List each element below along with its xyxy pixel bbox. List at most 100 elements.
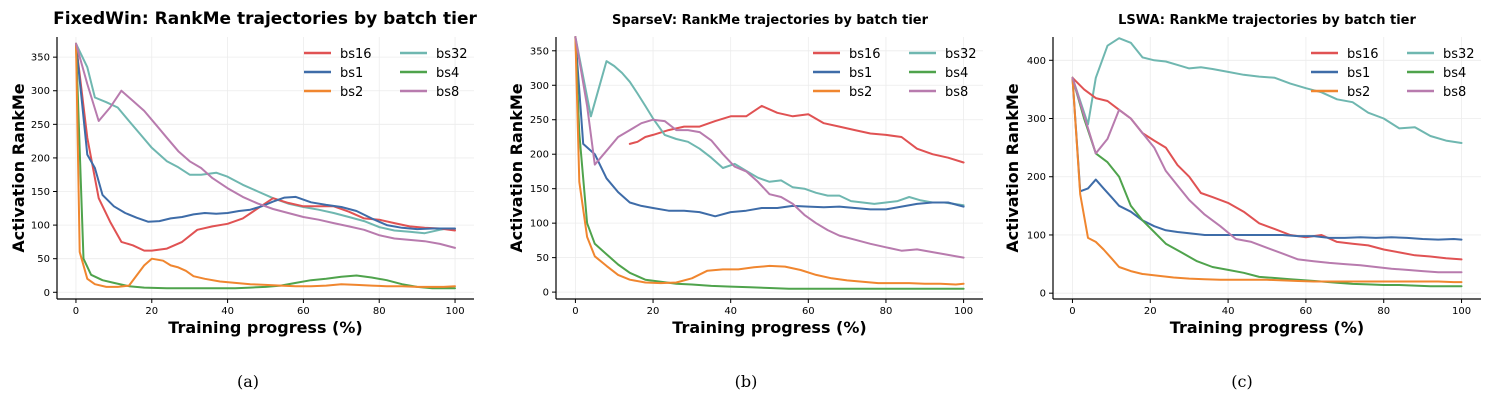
y-tick-label: 50 (37, 254, 50, 265)
y-axis-label: Activation RankMe (507, 83, 526, 252)
y-tick-label: 200 (1027, 172, 1046, 183)
series-line-bs32 (1071, 37, 1463, 144)
grid (1053, 37, 1481, 299)
x-tick-label: 60 (1300, 306, 1313, 317)
series-line-bs8 (1071, 76, 1463, 274)
series-line-bs2 (75, 42, 456, 288)
legend-label-bs8: bs8 (945, 85, 968, 100)
x-axis-label: Training progress (%) (1170, 318, 1364, 337)
x-tick-label: 80 (880, 306, 893, 317)
chart-panel-1: 0 20 40 60 80 100 0 50 100 150 200 250 300 350 FixedWi… (9, 9, 477, 337)
y-tick-label: 300 (1027, 114, 1046, 125)
y-tick-label: 350 (31, 53, 50, 64)
caption-a: (a) (236, 372, 260, 391)
y-tick-label: 50 (536, 253, 549, 264)
y-tick-label: 250 (530, 115, 549, 126)
x-tick-label: 80 (1377, 306, 1390, 317)
series-line-bs32 (75, 42, 456, 235)
chart-panel-2: 0 20 40 60 80 100 0 50 100 150 200 250 300 350 SparseV… (507, 13, 983, 337)
x-tick-label: 60 (297, 306, 310, 317)
legend-label-bs32: bs32 (1443, 47, 1475, 62)
series-line-bs4 (75, 42, 456, 290)
legend: bs16 bs32 bs1 bs4 bs2 bs8 (813, 47, 977, 100)
legend-label-bs8: bs8 (436, 85, 459, 100)
y-tick-label: 0 (44, 288, 50, 299)
series-lines (574, 36, 965, 290)
y-tick-label: 150 (31, 187, 50, 198)
legend-label-bs4: bs4 (945, 66, 968, 81)
legend-label-bs16: bs16 (849, 47, 881, 62)
grid (556, 37, 983, 299)
legend-label-bs2: bs2 (849, 85, 872, 100)
y-tick-label: 0 (1040, 289, 1046, 300)
x-tick-label: 20 (145, 306, 158, 317)
chart-title: FixedWin: RankMe trajectories by batch t… (53, 9, 477, 29)
x-tick-label: 20 (647, 306, 660, 317)
series-lines (75, 42, 456, 290)
series-line-bs8 (574, 36, 965, 259)
series-line-bs32 (574, 36, 965, 207)
y-tick-label: 150 (530, 184, 549, 195)
x-axis-label: Training progress (%) (672, 318, 866, 337)
chart-panel-3: 0 20 40 60 80 100 0 100 200 300 400 LSWA: RankMe tr… (1003, 13, 1481, 337)
x-tick-label: 100 (1452, 306, 1471, 317)
x-tick-label: 0 (572, 306, 578, 317)
y-tick-label: 100 (1027, 230, 1046, 241)
y-tick-label: 200 (31, 153, 50, 164)
legend-label-bs4: bs4 (1443, 66, 1466, 81)
y-tick-label: 200 (530, 150, 549, 161)
y-tick-label: 350 (530, 46, 549, 57)
x-tick-label: 40 (221, 306, 234, 317)
y-tick-label: 400 (1027, 56, 1046, 67)
series-line-bs1 (75, 42, 456, 231)
x-tick-label: 20 (1144, 306, 1157, 317)
chart-title: SparseV: RankMe trajectories by batch ti… (612, 13, 929, 28)
series-line-bs16 (628, 104, 965, 164)
x-axis-label: Training progress (%) (168, 318, 362, 337)
series-line-bs8 (75, 42, 456, 249)
y-tick-label: 100 (530, 219, 549, 230)
legend-label-bs32: bs32 (945, 47, 977, 62)
caption-c: (c) (1231, 372, 1253, 391)
legend-label-bs1: bs1 (1347, 66, 1370, 81)
y-tick-label: 0 (543, 288, 549, 299)
x-tick-label: 40 (1222, 306, 1235, 317)
y-axis-label: Activation RankMe (1003, 83, 1022, 252)
x-tick-label: 80 (373, 306, 386, 317)
legend: bs16 bs32 bs1 bs4 bs2 bs8 (1311, 47, 1475, 100)
y-axis-label: Activation RankMe (9, 83, 28, 252)
x-tick-label: 0 (1069, 306, 1075, 317)
series-line-bs4 (1071, 76, 1463, 288)
caption-b: (b) (734, 372, 758, 391)
x-tick-label: 60 (802, 306, 815, 317)
legend-label-bs2: bs2 (1347, 85, 1370, 100)
x-tick-label: 100 (445, 306, 464, 317)
legend: bs16 bs32 bs1 bs4 bs2 bs8 (304, 47, 468, 100)
x-tick-label: 0 (73, 306, 79, 317)
legend-label-bs4: bs4 (436, 66, 459, 81)
series-line-bs16 (75, 42, 456, 252)
chart-title: LSWA: RankMe trajectories by batch tier (1118, 13, 1416, 28)
series-line-bs1 (1071, 76, 1463, 241)
series-lines (1071, 37, 1463, 288)
legend-label-bs16: bs16 (340, 47, 372, 62)
legend-label-bs1: bs1 (849, 66, 872, 81)
y-tick-label: 300 (31, 86, 50, 97)
y-tick-label: 250 (31, 120, 50, 131)
series-line-bs4 (574, 36, 965, 290)
legend-label-bs16: bs16 (1347, 47, 1379, 62)
series-line-bs2 (574, 36, 965, 286)
x-tick-label: 100 (954, 306, 973, 317)
x-tick-label: 40 (724, 306, 737, 317)
y-tick-label: 300 (530, 81, 549, 92)
legend-label-bs8: bs8 (1443, 85, 1466, 100)
legend-label-bs32: bs32 (436, 47, 468, 62)
grid (57, 37, 474, 299)
legend-label-bs1: bs1 (340, 66, 363, 81)
series-line-bs16 (1071, 76, 1463, 261)
legend-label-bs2: bs2 (340, 85, 363, 100)
y-tick-label: 100 (31, 221, 50, 232)
series-line-bs2 (1071, 76, 1463, 284)
series-line-bs1 (574, 36, 965, 218)
